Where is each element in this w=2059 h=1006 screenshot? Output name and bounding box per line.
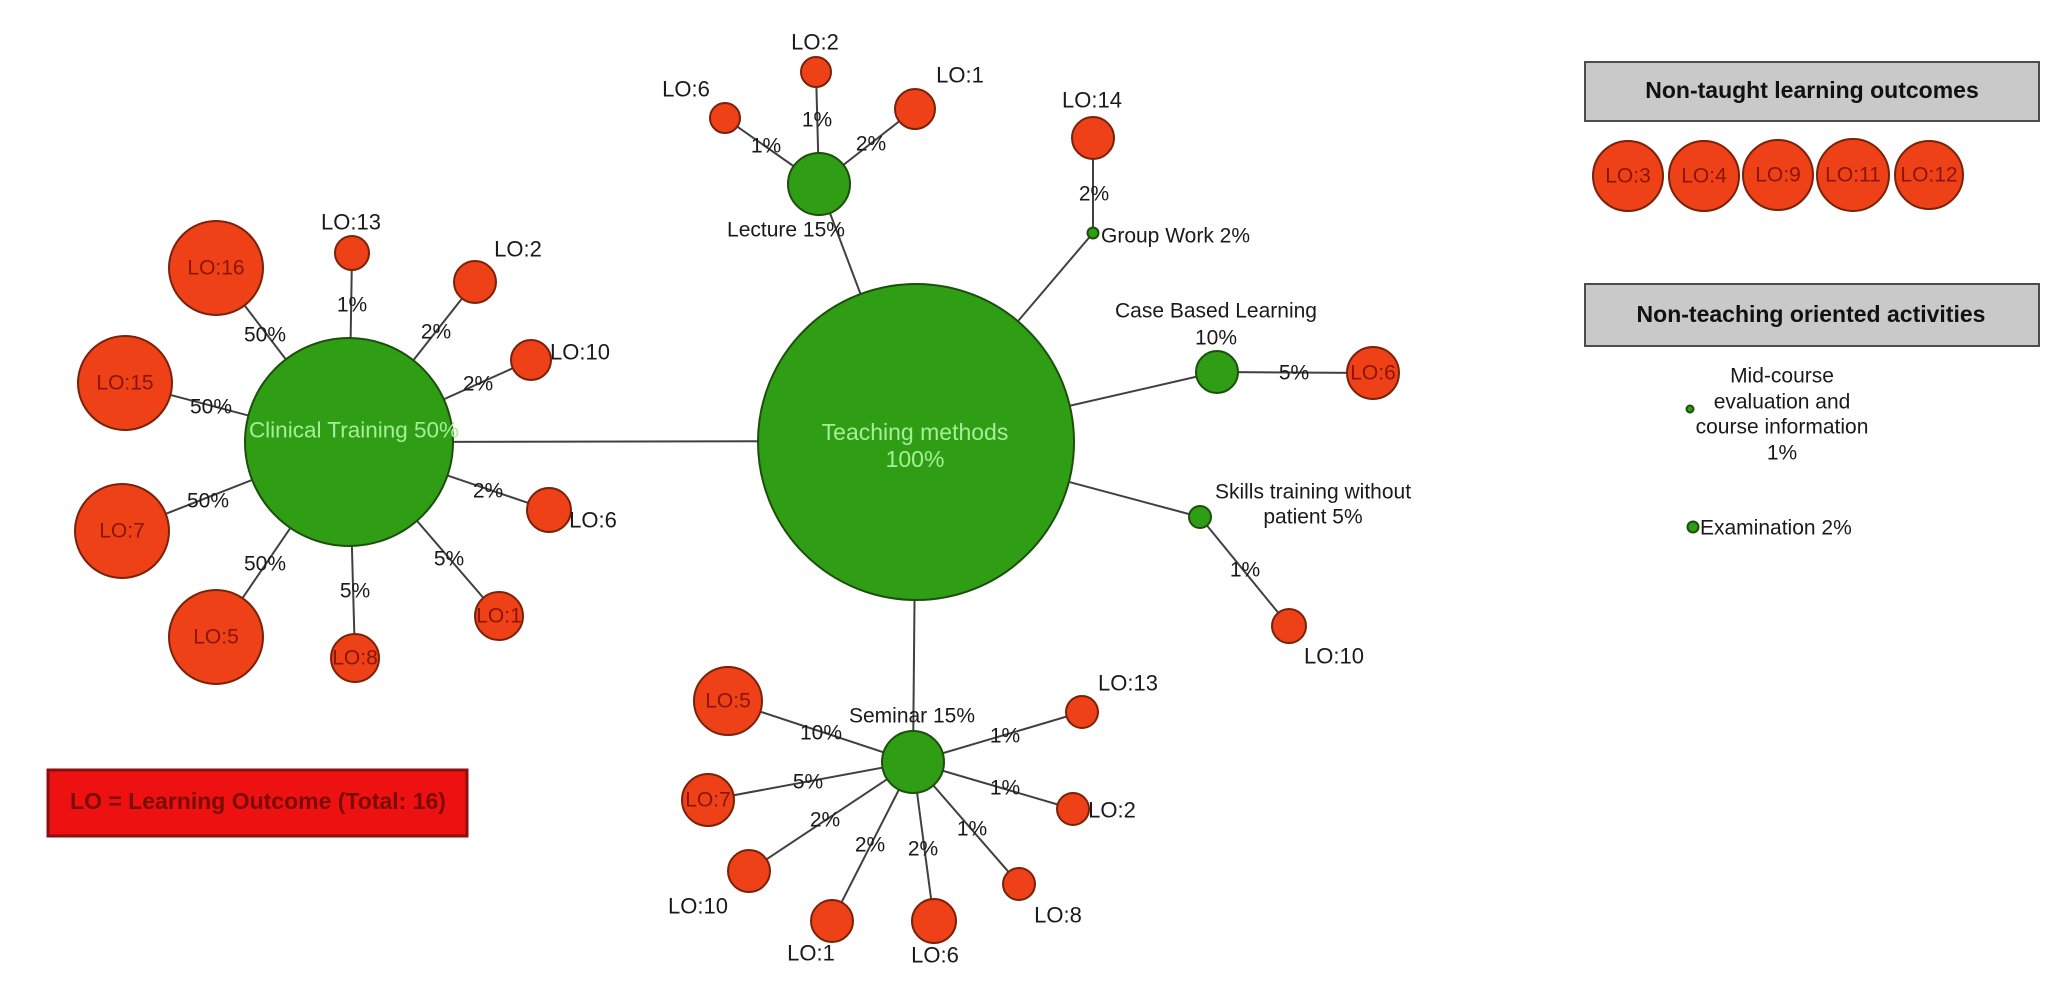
svg-text:1%: 1%	[337, 294, 367, 317]
svg-text:Group Work 2%: Group Work 2%	[1101, 225, 1250, 248]
svg-text:LO:7: LO:7	[685, 789, 731, 812]
svg-text:2%: 2%	[473, 480, 503, 503]
svg-text:LO:5: LO:5	[193, 626, 239, 649]
svg-text:Seminar 15%: Seminar 15%	[849, 705, 975, 728]
svg-text:2%: 2%	[463, 373, 493, 396]
svg-text:50%: 50%	[244, 553, 286, 576]
svg-text:1%: 1%	[957, 818, 987, 841]
svg-text:LO:8: LO:8	[332, 647, 378, 670]
svg-text:Case Based Learning: Case Based Learning	[1115, 300, 1317, 323]
svg-text:Clinical Training 50%: Clinical Training 50%	[249, 418, 459, 443]
svg-text:LO:10: LO:10	[1304, 644, 1364, 669]
svg-text:2%: 2%	[855, 834, 885, 857]
svg-text:50%: 50%	[244, 324, 286, 347]
svg-text:Non-teaching oriented activiti: Non-teaching oriented activities	[1637, 301, 1986, 327]
svg-text:evaluation and: evaluation and	[1714, 391, 1851, 414]
svg-text:LO:2: LO:2	[791, 30, 839, 55]
svg-text:50%: 50%	[187, 490, 229, 513]
svg-text:LO:3: LO:3	[1605, 165, 1651, 188]
svg-text:LO:5: LO:5	[705, 690, 751, 713]
svg-text:1%: 1%	[802, 109, 832, 132]
svg-text:LO:1: LO:1	[787, 941, 835, 966]
svg-text:LO:13: LO:13	[321, 210, 381, 235]
svg-text:LO:6: LO:6	[1350, 362, 1396, 385]
svg-text:1%: 1%	[1767, 442, 1797, 465]
svg-text:LO:10: LO:10	[550, 340, 610, 365]
svg-text:LO:14: LO:14	[1062, 88, 1122, 113]
svg-text:patient 5%: patient 5%	[1263, 506, 1362, 529]
svg-text:5%: 5%	[434, 548, 464, 571]
svg-text:LO:7: LO:7	[99, 520, 145, 543]
svg-text:LO:4: LO:4	[1681, 165, 1727, 188]
svg-text:LO:11: LO:11	[1825, 164, 1881, 187]
svg-text:2%: 2%	[856, 133, 886, 156]
svg-text:2%: 2%	[421, 321, 451, 344]
svg-text:LO:2: LO:2	[1088, 798, 1136, 823]
svg-text:1%: 1%	[990, 777, 1020, 800]
svg-text:1%: 1%	[1230, 559, 1260, 582]
svg-text:2%: 2%	[1079, 183, 1109, 206]
svg-text:5%: 5%	[793, 771, 823, 794]
svg-text:LO:6: LO:6	[911, 943, 959, 968]
svg-text:LO:2: LO:2	[494, 237, 542, 262]
svg-text:5%: 5%	[1279, 362, 1309, 385]
svg-text:Non-taught learning outcomes: Non-taught learning outcomes	[1645, 77, 1979, 103]
svg-text:LO:1: LO:1	[476, 605, 522, 628]
svg-text:Mid-course: Mid-course	[1730, 365, 1834, 388]
svg-text:LO:1: LO:1	[936, 63, 984, 88]
svg-text:100%: 100%	[886, 446, 945, 472]
svg-text:Lecture 15%: Lecture 15%	[727, 219, 845, 242]
svg-text:LO:8: LO:8	[1034, 903, 1082, 928]
svg-text:LO:6: LO:6	[662, 77, 710, 102]
svg-text:Skills training without: Skills training without	[1215, 481, 1411, 504]
svg-text:LO:10: LO:10	[668, 894, 728, 919]
svg-text:Teaching methods: Teaching methods	[822, 419, 1009, 445]
svg-text:LO:6: LO:6	[569, 508, 617, 533]
svg-text:5%: 5%	[340, 580, 370, 603]
svg-text:LO = Learning Outcome (Total:: LO = Learning Outcome (Total: 16)	[70, 788, 446, 814]
svg-text:10%: 10%	[800, 722, 842, 745]
svg-text:50%: 50%	[190, 396, 232, 419]
svg-text:2%: 2%	[908, 838, 938, 861]
svg-text:1%: 1%	[751, 135, 781, 158]
svg-text:1%: 1%	[990, 725, 1020, 748]
svg-text:LO:13: LO:13	[1098, 671, 1158, 696]
svg-text:LO:12: LO:12	[1900, 164, 1957, 187]
svg-text:LO:15: LO:15	[96, 372, 153, 395]
svg-text:Examination 2%: Examination 2%	[1700, 517, 1852, 540]
svg-text:course information: course information	[1696, 416, 1869, 439]
svg-text:LO:9: LO:9	[1755, 164, 1801, 187]
svg-text:10%: 10%	[1195, 327, 1237, 350]
svg-text:2%: 2%	[810, 809, 840, 832]
svg-text:LO:16: LO:16	[187, 257, 244, 280]
